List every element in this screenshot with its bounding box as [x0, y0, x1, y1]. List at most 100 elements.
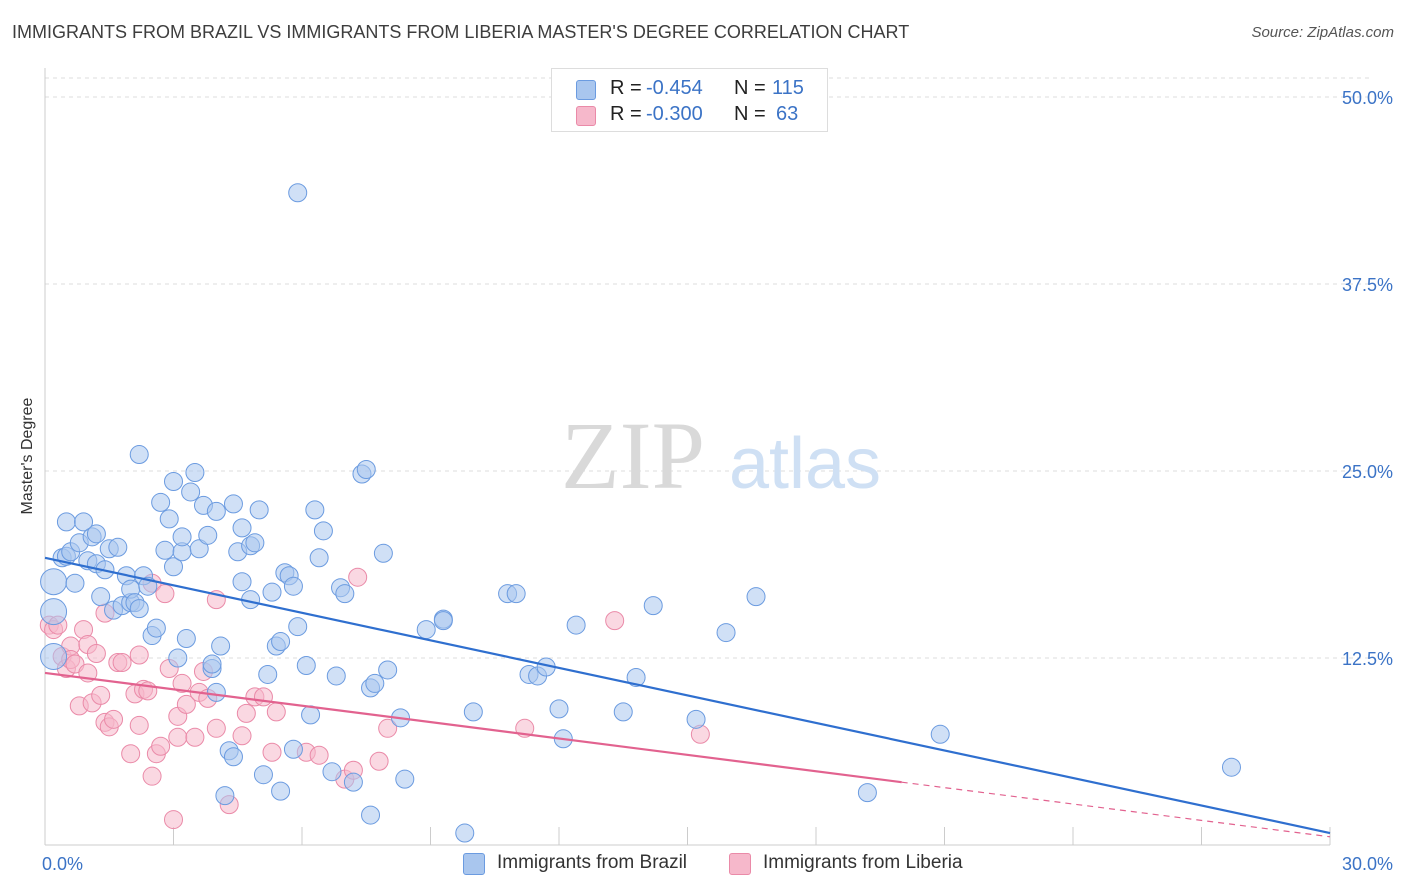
brazil-point [86, 524, 106, 544]
liberia-point [155, 584, 175, 604]
brazil-point [56, 512, 76, 532]
brazil-point [258, 664, 278, 684]
brazil-point [930, 724, 950, 744]
brazil-point [506, 584, 526, 604]
brazil-point [271, 632, 291, 652]
x-tick-label-min: 0.0% [42, 854, 83, 874]
liberia-point [176, 694, 196, 714]
liberia-point [168, 727, 188, 747]
brazil-point [326, 666, 346, 686]
brazil-point [129, 599, 149, 619]
brazil-point [129, 445, 149, 465]
liberia-r-label: R = [610, 103, 642, 125]
bottom-brazil-swatch [463, 853, 485, 875]
liberia-trend-line [44, 671, 902, 784]
brazil-point [262, 582, 282, 602]
brazil-point [223, 747, 243, 767]
liberia-point [253, 687, 273, 707]
brazil-point [40, 643, 68, 671]
brazil-point [686, 709, 706, 729]
brazil-point [283, 576, 303, 596]
brazil-point [249, 500, 269, 520]
brazil-r-label: R = [610, 77, 642, 99]
brazil-point [296, 655, 316, 675]
brazil-point [373, 543, 393, 563]
liberia-point [86, 644, 106, 664]
liberia-point [185, 727, 205, 747]
brazil-point [181, 482, 201, 502]
brazil-point [91, 587, 111, 607]
brazil-point [151, 492, 171, 512]
brazil-point [40, 568, 68, 596]
brazil-point [356, 460, 376, 480]
brazil-point [566, 615, 586, 635]
liberia-point [236, 703, 256, 723]
grid-lines [45, 77, 1370, 659]
brazil-point [206, 682, 226, 702]
brazil-point [271, 781, 291, 801]
brazil-point [1221, 757, 1241, 777]
brazil-point [253, 765, 273, 785]
brazil-point [198, 525, 218, 545]
liberia-point [129, 645, 149, 665]
brazil-point [215, 786, 235, 806]
liberia-point [112, 652, 132, 672]
brazil-point [305, 500, 325, 520]
liberia-point [232, 726, 252, 746]
liberia-trend-extension [901, 781, 1331, 838]
brazil-point [643, 596, 663, 616]
brazil-point [365, 673, 385, 693]
brazil-point [155, 540, 175, 560]
liberia-point [91, 685, 111, 705]
brazil-trend-line [44, 556, 1331, 835]
liberia-n-value: 63 [776, 103, 799, 125]
bottom-brazil-label: Immigrants from Brazil [497, 852, 688, 873]
brazil-point [202, 654, 222, 674]
liberia-point [129, 715, 149, 735]
brazil-point [613, 702, 633, 722]
brazil-point [313, 521, 333, 541]
brazil-point [176, 629, 196, 649]
brazil-point [549, 699, 569, 719]
brazil-point [245, 533, 265, 553]
liberia-point [104, 709, 124, 729]
brazil-point [283, 739, 303, 759]
brazil-point [40, 598, 68, 626]
watermark-atlas: atlas [729, 424, 881, 504]
brazil-point [288, 617, 308, 637]
brazil-point [395, 769, 415, 789]
tick-labels: 12.5% 25.0% 37.5% 50.0% 0.0% 30.0% [42, 88, 1393, 874]
brazil-point [65, 573, 85, 593]
brazil-point [164, 557, 183, 577]
brazil-point [433, 611, 453, 631]
liberia-point [262, 742, 282, 762]
axes [44, 68, 1331, 846]
brazil-point [309, 548, 329, 568]
brazil-point [232, 572, 252, 592]
stats-legend: R = -0.454 N = 115 R = -0.300 N = 63 [551, 68, 828, 132]
brazil-point [108, 537, 128, 557]
brazil-point [857, 783, 877, 803]
brazil-point [746, 587, 766, 607]
liberia-point [369, 751, 389, 771]
y-tick-label: 25.0% [1342, 462, 1393, 482]
liberia-point [151, 736, 171, 756]
brazil-point [361, 805, 381, 825]
watermark: ZIP atlas [561, 402, 881, 509]
liberia-n-label: N = [734, 103, 766, 125]
brazil-point [211, 636, 231, 656]
y-tick-label: 50.0% [1342, 88, 1393, 108]
brazil-point [416, 620, 436, 640]
bottom-liberia-label: Immigrants from Liberia [763, 852, 963, 873]
brazil-point [172, 527, 192, 547]
brazil-point [189, 539, 209, 559]
brazil-point [463, 702, 483, 722]
brazil-point [74, 512, 94, 532]
brazil-point [378, 660, 398, 680]
y-tick-label: 37.5% [1342, 275, 1393, 295]
brazil-point [223, 494, 243, 514]
source-note: Source: ZipAtlas.com [1251, 24, 1394, 41]
brazil-point [146, 618, 166, 638]
brazil-point [716, 623, 736, 643]
liberia-swatch [576, 106, 596, 126]
